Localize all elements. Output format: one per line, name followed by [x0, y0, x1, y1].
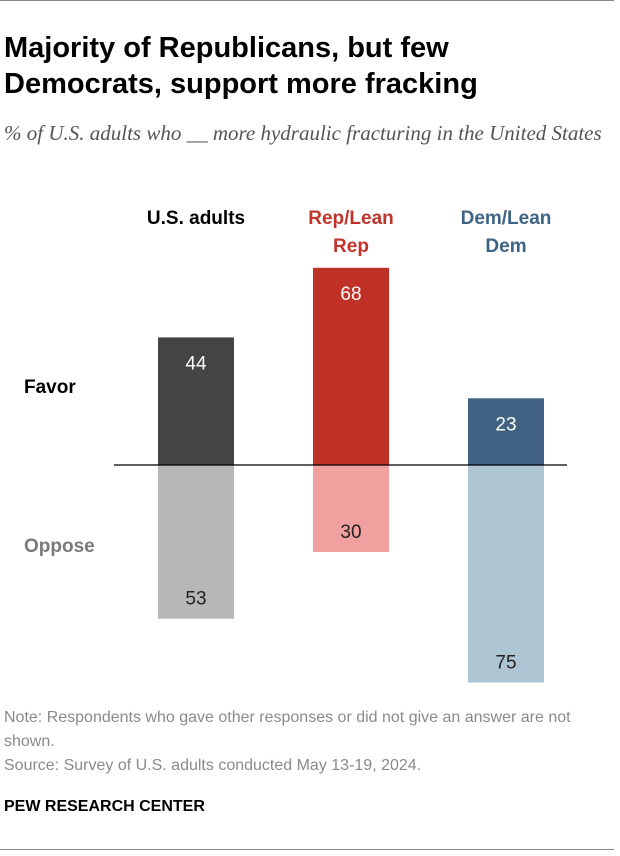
data-label: 75: [495, 653, 516, 674]
top-rule: [0, 0, 614, 1]
bar-favor: [158, 337, 234, 465]
bar-oppose: [158, 465, 234, 619]
category-label: Rep/Lean: [308, 208, 394, 229]
data-label: 23: [495, 414, 516, 435]
category-label: Dem/Lean: [461, 208, 552, 229]
bar-oppose: [313, 465, 389, 552]
bar-oppose: [468, 465, 544, 683]
bar-favor: [313, 267, 389, 465]
bar-favor: [468, 398, 544, 465]
data-label: 44: [185, 353, 207, 374]
category-label: Rep: [333, 236, 369, 257]
data-label: 30: [340, 522, 361, 543]
data-label: 68: [340, 284, 361, 305]
category-label: U.S. adults: [147, 208, 245, 229]
data-label: 53: [185, 589, 206, 610]
source-text: Source: Survey of U.S. adults conducted …: [4, 757, 422, 774]
series-label-favor: Favor: [24, 377, 76, 398]
note-text: Note: Respondents who gave other respons…: [4, 709, 571, 750]
bar-chart: U.S. adults Rep/Lean Rep Dem/Lean Dem 44 68 23 5…: [24, 208, 567, 683]
category-label: Dem: [485, 236, 526, 257]
bottom-rule: [0, 849, 614, 850]
brand-logo-text: PEW RESEARCH CENTER: [4, 798, 205, 815]
chart-title: Majority of Republicans, but few Democra…: [4, 32, 478, 100]
chart-subtitle: % of U.S. adults who __ more hydraulic f…: [4, 121, 602, 145]
footnote: Note: Respondents who gave other respons…: [4, 706, 604, 778]
series-label-oppose: Oppose: [24, 536, 95, 557]
